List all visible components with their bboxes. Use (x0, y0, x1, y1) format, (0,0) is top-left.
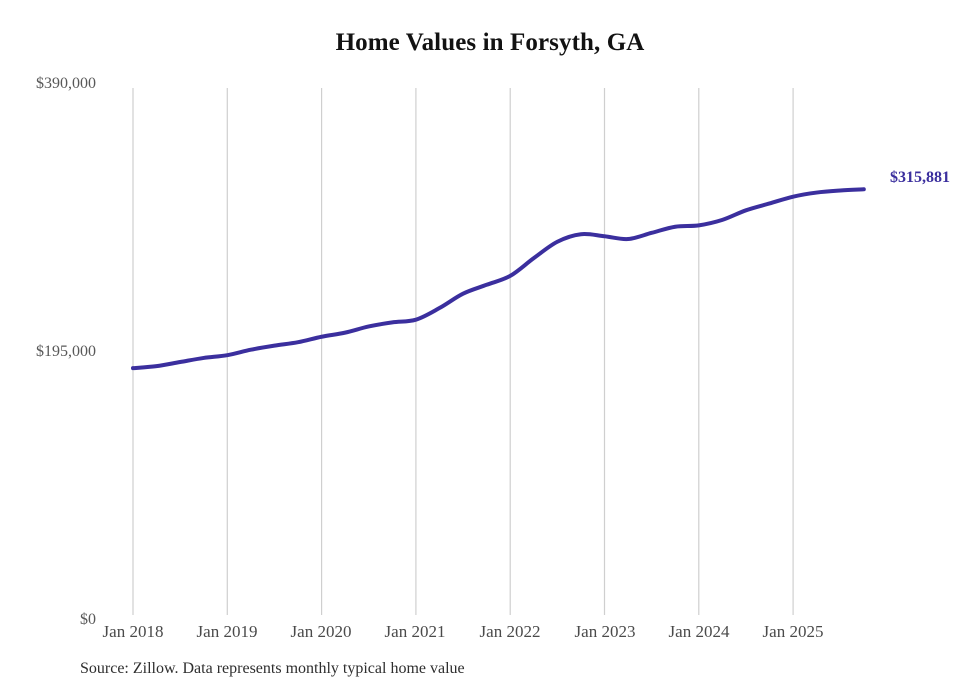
y-axis-tick-label-195000: $195,000 (36, 343, 96, 360)
vertical-gridlines (132, 88, 794, 615)
y-axis-tick-label-0: $0 (80, 611, 96, 628)
x-axis-tick-label-jan-2024: Jan 2024 (668, 622, 730, 641)
x-axis-tick-label-jan-2022: Jan 2022 (479, 622, 541, 641)
source-note: Source: Zillow. Data represents monthly … (80, 660, 465, 677)
x-axis-tick-label-jan-2025: Jan 2025 (762, 622, 824, 641)
x-axis-tick-label-jan-2018: Jan 2018 (102, 622, 164, 641)
x-axis-tick-label-jan-2021: Jan 2021 (384, 622, 446, 641)
y-axis-tick-label-390000: $390,000 (36, 75, 96, 92)
x-axis-tick-label-jan-2023: Jan 2023 (574, 622, 636, 641)
x-axis-tick-label-jan-2019: Jan 2019 (196, 622, 258, 641)
chart-title: Home Values in Forsyth, GA (335, 29, 645, 56)
end-value-annotation: $315,881 (890, 169, 950, 186)
x-axis-tick-label-jan-2020: Jan 2020 (290, 622, 352, 641)
home-value-series-line (131, 187, 866, 371)
